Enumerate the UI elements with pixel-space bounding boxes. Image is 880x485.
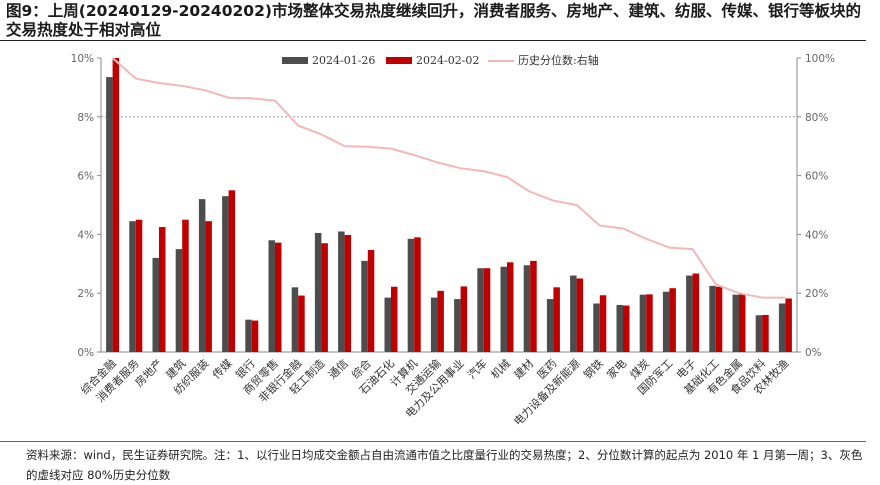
bar-series-2024-01-26: [755, 315, 763, 352]
chart-legend: 2024-01-26 2024-02-02 历史分位数:右轴: [282, 53, 599, 67]
bar-series-2024-02-02: [762, 314, 769, 352]
bar-series-2024-01-26: [361, 260, 368, 352]
bar-series-2024-02-02: [182, 219, 189, 352]
bar-series-2024-02-02: [159, 227, 166, 352]
category-label: 钢铁: [581, 357, 606, 382]
left-tick-label: 8%: [77, 112, 94, 124]
bar-series-2024-02-02: [367, 249, 375, 352]
bar-series-2024-02-02: [391, 286, 398, 352]
bar-series-2024-02-02: [135, 219, 143, 352]
bar-series-2024-02-02: [576, 278, 584, 352]
right-tick-label: 0%: [805, 347, 822, 359]
bar-series-2024-01-26: [384, 297, 391, 352]
bar-series-2024-02-02: [669, 288, 676, 352]
legend-swatch-2024-01-26: [282, 57, 308, 64]
right-tick-label: 20%: [805, 288, 828, 300]
source-note: 资料来源：wind，民生证券研究院。注：1、以行业日均成交金额占自由流通市值之比…: [26, 448, 863, 482]
right-tick-label: 40%: [805, 229, 828, 241]
chart-bars: [106, 58, 792, 353]
category-label: 建材: [511, 356, 536, 381]
bar-series-2024-02-02: [414, 237, 421, 352]
left-tick-label: 0%: [77, 347, 94, 359]
bar-series-2024-02-02: [437, 290, 444, 352]
bar-line-chart: 0%2%4%6%8%10%0%20%40%60%80%100%综合金融消费者服务…: [71, 53, 835, 428]
bar-series-2024-01-26: [709, 285, 716, 352]
right-tick-label: 80%: [805, 112, 828, 124]
category-label: 通信: [326, 357, 351, 382]
left-tick-label: 4%: [77, 229, 94, 241]
bar-series-2024-02-02: [599, 295, 607, 352]
bar-series-2024-02-02: [344, 234, 352, 352]
right-tick-label: 60%: [805, 171, 828, 183]
bar-series-2024-01-26: [175, 249, 183, 352]
bar-series-2024-01-26: [454, 299, 461, 352]
right-tick-label: 100%: [805, 53, 835, 65]
bar-series-2024-01-26: [407, 238, 415, 352]
bar-series-2024-01-26: [129, 221, 136, 352]
left-tick-label: 2%: [77, 288, 94, 300]
bar-series-2024-01-26: [662, 291, 670, 352]
bar-series-2024-01-26: [245, 319, 252, 352]
bar-series-2024-02-02: [205, 221, 212, 352]
bar-series-2024-02-02: [112, 58, 120, 352]
bar-series-2024-01-26: [430, 297, 438, 352]
left-tick-label: 6%: [77, 171, 94, 183]
bar-series-2024-02-02: [739, 294, 746, 352]
category-label: 传媒: [210, 357, 235, 382]
bar-series-2024-02-02: [715, 286, 723, 352]
bar-series-2024-01-26: [314, 232, 322, 352]
bar-series-2024-01-26: [338, 231, 345, 352]
bar-series-2024-01-26: [268, 240, 275, 352]
bar-series-2024-01-26: [778, 303, 786, 352]
bar-series-2024-01-26: [152, 257, 159, 352]
bar-series-2024-02-02: [507, 262, 514, 352]
bar-series-2024-02-02: [646, 294, 653, 352]
bar-series-2024-01-26: [686, 275, 693, 352]
bar-series-2024-01-26: [198, 199, 206, 352]
bar-series-2024-01-26: [593, 303, 600, 352]
category-label: 汽车: [464, 356, 489, 381]
legend-label-2024-01-26: 2024-01-26: [312, 54, 375, 67]
legend-swatch-2024-02-02: [386, 57, 412, 64]
legend-label-2024-02-02: 2024-02-02: [416, 54, 479, 67]
bar-series-2024-02-02: [321, 243, 328, 352]
bar-series-2024-01-26: [477, 268, 484, 352]
bar-series-2024-01-26: [106, 77, 113, 353]
bar-series-2024-02-02: [275, 242, 282, 352]
bar-series-2024-01-26: [500, 266, 507, 352]
left-tick-label: 10%: [71, 53, 94, 65]
footer-divider: [0, 441, 866, 442]
bar-series-2024-01-26: [291, 287, 299, 352]
bar-series-2024-01-26: [523, 265, 531, 352]
bar-series-2024-02-02: [530, 260, 537, 352]
bar-series-2024-02-02: [251, 320, 259, 352]
bar-series-2024-02-02: [553, 287, 560, 352]
bar-series-2024-02-02: [692, 273, 700, 352]
bar-series-2024-02-02: [623, 305, 630, 352]
bar-series-2024-02-02: [298, 295, 305, 352]
figure-title: 图9：上周(20240129-20240202)市场整体交易热度继续回升，消费者…: [6, 2, 861, 39]
bar-series-2024-01-26: [570, 275, 577, 352]
bar-series-2024-02-02: [460, 286, 468, 352]
category-label: 家电: [604, 356, 629, 381]
bar-series-2024-02-02: [228, 190, 236, 352]
chart-axes: [97, 57, 801, 353]
bar-series-2024-02-02: [785, 298, 792, 352]
bar-series-2024-01-26: [639, 294, 647, 352]
bar-series-2024-01-26: [732, 294, 739, 352]
bar-series-2024-02-02: [483, 268, 491, 352]
title-divider: [0, 40, 866, 41]
percentile-line: [111, 57, 786, 299]
bar-series-2024-01-26: [616, 304, 623, 352]
bar-series-2024-01-26: [546, 299, 554, 352]
bar-series-2024-01-26: [222, 196, 229, 352]
category-label: 机械: [488, 356, 513, 381]
legend-label-percentile: 历史分位数:右轴: [518, 53, 599, 67]
percentile-line-layer: [111, 57, 786, 299]
